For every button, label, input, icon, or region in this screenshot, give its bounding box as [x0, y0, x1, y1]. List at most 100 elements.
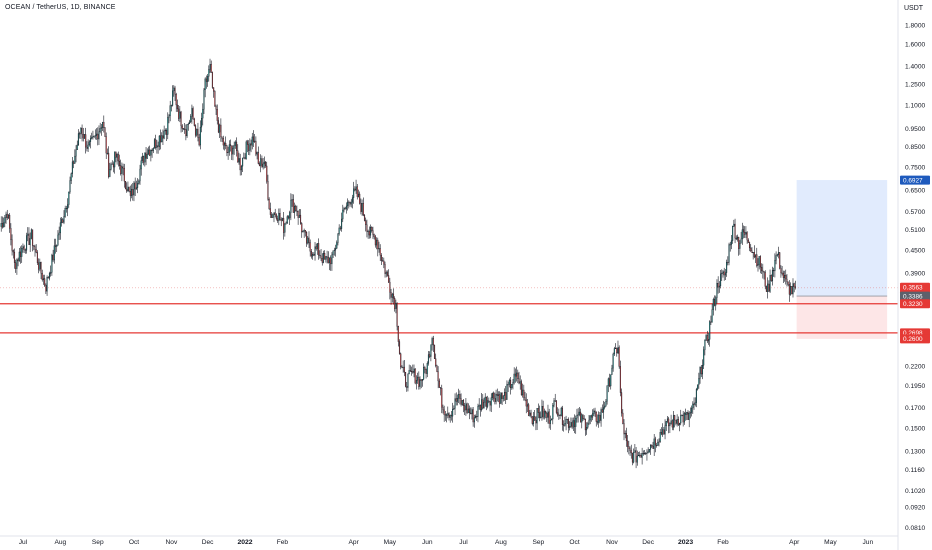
candle-body — [12, 250, 14, 253]
candle-body — [86, 146, 88, 149]
candle-body — [675, 419, 677, 424]
candle-body — [321, 258, 323, 263]
candle-body — [248, 144, 250, 151]
candle-body — [531, 416, 533, 424]
candle-body — [598, 414, 600, 423]
candle-body — [461, 400, 463, 405]
candle-body — [172, 90, 174, 106]
candle-body — [660, 432, 662, 435]
candle-body — [155, 139, 157, 148]
candle-body — [4, 217, 6, 224]
candle-body — [711, 309, 713, 323]
candle-body — [314, 246, 316, 256]
candle-body — [483, 402, 485, 409]
candle-body — [514, 373, 516, 377]
candle-body — [275, 214, 277, 219]
candle-body — [472, 409, 474, 423]
candle-body — [671, 420, 673, 428]
candle-body — [301, 223, 303, 233]
candle-body — [459, 394, 461, 399]
candle-body — [304, 230, 306, 233]
candle-body — [182, 128, 185, 130]
candle-body — [268, 199, 270, 209]
candle-body — [787, 281, 789, 285]
candle-body — [81, 127, 83, 135]
candle-body — [21, 248, 23, 257]
candle-body — [593, 410, 595, 414]
current-price-text: 0.3563 — [903, 285, 923, 292]
candle-body — [438, 380, 440, 388]
candle-body — [342, 209, 344, 220]
candle-body — [147, 149, 150, 155]
candle-body — [572, 420, 574, 428]
candle-body — [324, 253, 326, 260]
candle-body — [493, 392, 495, 399]
candle-body — [34, 246, 36, 250]
candle-body — [672, 415, 675, 428]
candle-body — [462, 400, 465, 406]
candle-body — [159, 135, 162, 143]
candle-body — [312, 254, 314, 257]
candle-body — [266, 165, 268, 182]
candle-body — [56, 245, 58, 247]
candle-body — [355, 186, 357, 191]
candle-body — [23, 246, 25, 250]
candle-body — [427, 354, 430, 364]
candle-body — [528, 404, 530, 416]
candle-body — [704, 340, 706, 351]
candle-body — [468, 408, 471, 414]
candle-body — [681, 415, 683, 417]
candle-body — [542, 405, 544, 418]
candle-body — [13, 251, 16, 263]
candle-body — [765, 286, 767, 292]
candle-body — [510, 379, 512, 389]
candle-body — [420, 379, 422, 381]
candle-body — [360, 203, 362, 212]
candle-body — [712, 299, 714, 310]
y-tick-label: 0.5100 — [905, 227, 926, 234]
candle-body — [334, 248, 337, 251]
candle-body — [190, 116, 192, 123]
candle-body — [339, 227, 341, 229]
candle-body — [338, 227, 340, 234]
candle-body — [569, 426, 571, 428]
candle-body — [735, 237, 737, 240]
candle-body — [695, 389, 697, 403]
symbol-title[interactable]: OCEAN / TetherUS, 1D, BINANCE — [5, 4, 116, 11]
candle-body — [111, 163, 113, 165]
candle-body — [622, 412, 624, 424]
candle-body — [452, 408, 454, 417]
candle-body — [560, 407, 562, 416]
candle-body — [780, 268, 782, 274]
candle-body — [794, 286, 796, 288]
level-price-flag-text: 0.3230 — [903, 301, 923, 308]
candle-body — [175, 94, 177, 106]
candle-body — [46, 277, 48, 292]
candle-body — [425, 369, 427, 374]
candle-body — [653, 438, 655, 449]
candle-body — [286, 216, 288, 224]
candle-body — [759, 256, 761, 268]
target-price-flag-text: 0.6927 — [903, 177, 923, 184]
candle-body — [607, 378, 609, 386]
candle-body — [271, 214, 273, 218]
candle-body — [260, 158, 262, 166]
candle-body — [608, 378, 611, 387]
y-tick-label: 0.1160 — [905, 467, 925, 474]
candle-body — [264, 161, 267, 167]
candle-body — [715, 297, 717, 306]
candle-body — [208, 69, 210, 77]
candle-body — [320, 255, 322, 259]
candle-body — [467, 408, 469, 413]
candle-body — [600, 409, 602, 421]
candle-body — [748, 242, 751, 249]
y-tick-label: 0.8500 — [905, 144, 926, 151]
candle-body — [164, 129, 166, 132]
candle-body — [517, 372, 519, 379]
candle-body — [530, 412, 532, 417]
candle-body — [518, 378, 520, 384]
candle-body — [44, 278, 46, 286]
candle-body — [511, 384, 513, 389]
x-tick-label: Sep — [532, 539, 544, 546]
